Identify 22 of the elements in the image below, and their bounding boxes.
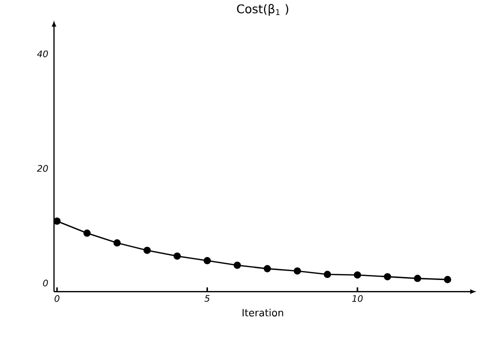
point [143, 246, 151, 254]
point [174, 252, 181, 260]
point [444, 276, 452, 284]
y-tick-label: 20 [36, 165, 48, 172]
y-tick-label: 0 [43, 280, 48, 286]
point [324, 270, 332, 278]
x-tick-label: 5 [204, 295, 210, 302]
point [384, 273, 392, 280]
point [113, 239, 121, 247]
point [234, 262, 241, 269]
chart-title: Cost(β$_{1}$ ) [237, 4, 288, 16]
point [83, 230, 91, 237]
x-tick-label: 0 [54, 295, 60, 302]
point [414, 274, 422, 282]
point [294, 267, 301, 275]
x-tick-label: 10 [352, 295, 363, 302]
point [204, 257, 211, 264]
x-axis-title: Iteration [242, 308, 284, 316]
point [354, 271, 362, 279]
point [53, 217, 61, 225]
point [264, 265, 271, 272]
y-tick-label: 40 [37, 50, 48, 58]
